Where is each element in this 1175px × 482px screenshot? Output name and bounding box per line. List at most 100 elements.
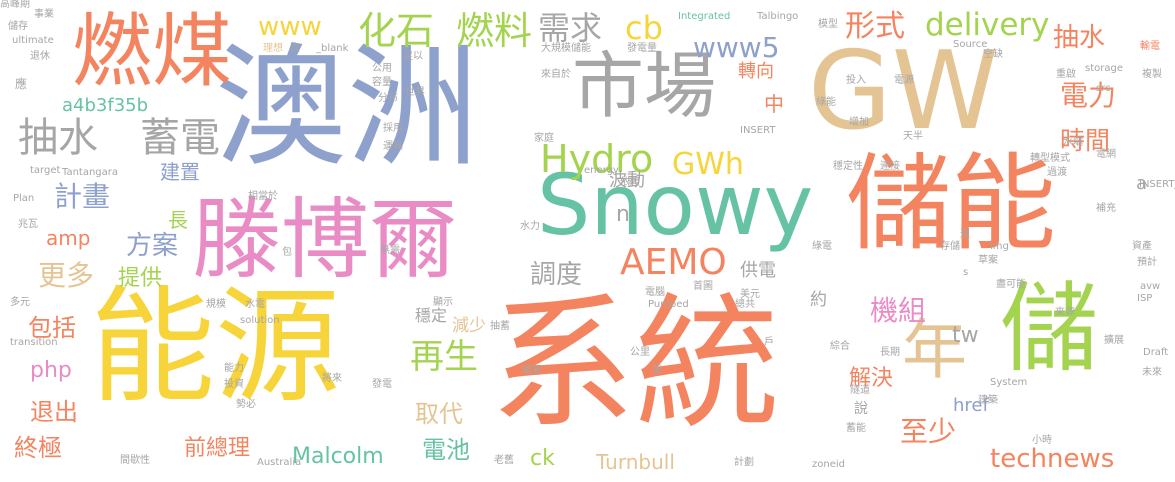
cloud-word: www <box>258 12 322 42</box>
cloud-word: ISP <box>1137 293 1153 304</box>
cloud-word: storage <box>1085 63 1123 74</box>
cloud-word: 應 <box>15 77 28 91</box>
cloud-word: 勢必 <box>236 399 256 410</box>
cloud-word: 公里 <box>630 347 650 358</box>
cloud-word: 增加 <box>849 117 869 128</box>
cloud-word: 事業 <box>34 9 54 20</box>
cloud-word: 燃料 <box>456 9 533 53</box>
cloud-word: 更多 <box>38 259 95 292</box>
cloud-word: 計畫 <box>54 180 111 213</box>
cloud-word: 重啟 <box>1056 69 1076 80</box>
cloud-word: s <box>963 267 969 278</box>
cloud-word: Malcolm <box>292 444 384 469</box>
cloud-word: 多元 <box>10 297 30 308</box>
cloud-word: Hydro <box>540 137 654 181</box>
cloud-word: 小時 <box>1032 435 1052 446</box>
cloud-word: target <box>30 165 61 176</box>
cloud-word: 公用 <box>372 63 392 74</box>
cloud-word: 時間 <box>1060 126 1111 155</box>
cloud-word: amp <box>46 226 91 250</box>
cloud-word: 化石 <box>358 9 435 53</box>
cloud-word: 至少 <box>900 415 957 448</box>
cloud-word: AEMO <box>620 242 727 283</box>
cloud-word: 美元 <box>740 289 760 300</box>
cloud-word: 間歇性 <box>120 455 150 466</box>
cloud-word: 來源 <box>1055 307 1075 318</box>
cloud-word: 退休 <box>30 51 50 62</box>
cloud-word: 蓄能 <box>846 423 866 434</box>
cloud-word: 包 <box>282 247 292 258</box>
cloud-word: 過渡 <box>1047 167 1067 178</box>
cloud-word: Australia <box>257 457 302 468</box>
cloud-word: 滕博爾 <box>193 188 458 291</box>
cloud-word: 顯示 <box>433 297 453 308</box>
cloud-word: 首圖 <box>693 281 713 292</box>
cloud-word: 運輸 <box>383 141 403 152</box>
cloud-word: 預計 <box>1137 257 1157 268</box>
cloud-word: 盡可能 <box>996 279 1026 290</box>
cloud-word: 理想 <box>263 43 283 54</box>
cloud-word: 高峰期 <box>0 0 30 10</box>
cloud-word: 年 <box>902 313 968 388</box>
cloud-word: 水電 <box>245 299 265 310</box>
cloud-word: 大規模儲能 <box>541 43 591 54</box>
cloud-word: 採用 <box>383 123 403 134</box>
cloud-word: transition <box>10 337 58 348</box>
cloud-word: 轉型 <box>1030 153 1050 164</box>
cloud-word: www5 <box>693 31 780 64</box>
cloud-word: 更 <box>652 365 662 376</box>
cloud-word: href <box>953 395 989 416</box>
cloud-word: 調度 <box>530 260 583 290</box>
cloud-word: src <box>1096 83 1111 94</box>
cloud-word: 投資 <box>224 379 244 390</box>
cloud-word: zoneid <box>812 459 845 470</box>
cloud-word: solution <box>240 315 280 326</box>
cloud-word: img <box>990 241 1009 252</box>
cloud-word: Tantangara <box>62 167 119 178</box>
cloud-word: 綜合 <box>830 341 850 352</box>
cloud-word: 波動 <box>609 170 645 191</box>
cloud-word: INSERT <box>740 125 776 136</box>
cloud-word: 水壩 <box>1063 137 1083 148</box>
cloud-word: 無需 <box>380 245 400 256</box>
cloud-word: 容量 <box>372 77 392 88</box>
cloud-word: 老舊 <box>494 455 514 466</box>
cloud-word: 綠能 <box>816 97 836 108</box>
cloud-word: 機組 <box>870 294 927 327</box>
cloud-word: GW <box>808 29 999 154</box>
cloud-word: 提供 <box>118 266 163 291</box>
cloud-word: ultimate <box>12 35 54 46</box>
cloud-word: 能力 <box>224 363 244 374</box>
cloud-word: 足以 <box>403 51 423 62</box>
cloud-word: 抽水 <box>1053 23 1106 53</box>
cloud-word: 計劃 <box>734 457 754 468</box>
cloud-word: delivery <box>925 7 1050 43</box>
cloud-word: Source <box>953 39 988 50</box>
cloud-word: 電腦 <box>645 287 665 298</box>
cloud-word: _blank <box>316 43 349 54</box>
cloud-word: 取代 <box>415 400 463 428</box>
cloud-word: 澳洲 <box>215 31 479 185</box>
cloud-word: 資產 <box>1132 241 1152 252</box>
cloud-word: 連接 <box>880 161 900 172</box>
cloud-word: 儲存 <box>8 21 28 32</box>
cloud-word: 綠電 <box>812 241 832 252</box>
cloud-word: 建築 <box>978 395 998 406</box>
cloud-word: 模型 <box>818 19 838 30</box>
cloud-word: 電池 <box>422 436 470 464</box>
cloud-word: Talbingo <box>757 11 799 22</box>
cloud-word: 約 <box>810 290 827 310</box>
cloud-word: 蓄電 <box>140 115 220 161</box>
cloud-word: 需求 <box>538 9 603 47</box>
cloud-word: a4b3f35b <box>62 95 149 116</box>
cloud-word: 減少 <box>452 316 486 336</box>
cloud-word: 前總理 <box>184 436 251 461</box>
cloud-word: 穩定性 <box>833 161 863 172</box>
cloud-word: 包括 <box>28 314 76 342</box>
cloud-word: Plan <box>13 193 35 204</box>
cloud-word: 總共 <box>735 299 755 310</box>
cloud-word: 投入 <box>846 75 866 86</box>
cloud-word: 未來 <box>1142 367 1162 378</box>
cloud-word: ck <box>530 446 555 471</box>
cloud-word: 抽蓄 <box>490 321 510 332</box>
